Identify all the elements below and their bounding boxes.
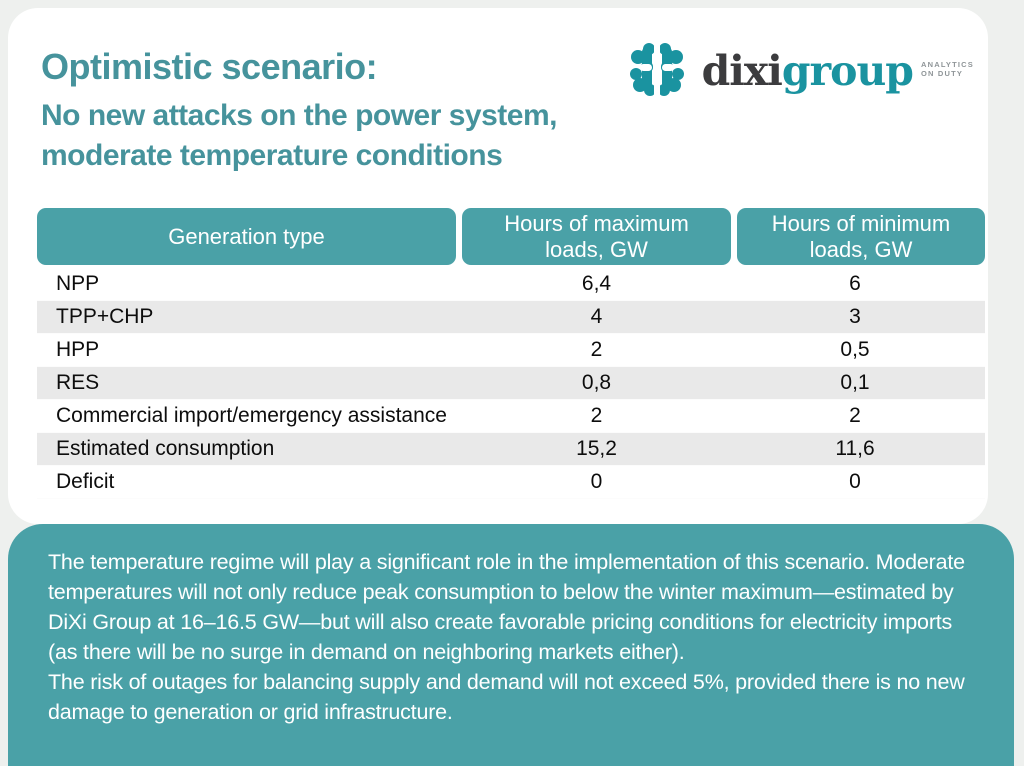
row-label: Commercial import/emergency assistance: [56, 404, 447, 427]
generation-table: Generation type Hours of maximum loads, …: [37, 208, 985, 499]
logo-tagline-line2: ON DUTY: [920, 68, 964, 78]
page-subtitle-line2: moderate temperature conditions: [41, 139, 503, 172]
column-header-min-loads: Hours of minimum loads, GW: [737, 208, 985, 265]
note-paragraph-2: The risk of outages for balancing supply…: [48, 670, 965, 724]
scenario-note-box: The temperature regime will play a signi…: [8, 524, 1014, 766]
row-label: NPP: [56, 272, 100, 295]
row-label: Deficit: [56, 470, 115, 493]
row-label: HPP: [56, 338, 100, 361]
row-min-value: 0,5: [840, 338, 870, 361]
row-max-value: 15,2: [576, 437, 617, 460]
row-max-value: 2: [590, 338, 603, 361]
row-label: Estimated consumption: [56, 437, 275, 460]
row-max-value: 2: [590, 404, 603, 427]
title-block: Optimistic scenario: No new attacks on t…: [41, 46, 557, 176]
table-row: RES 0,8 0,1: [37, 367, 985, 400]
column-header-max-loads: Hours of maximum loads, GW: [462, 208, 731, 265]
row-label: TPP+CHP: [56, 305, 154, 328]
page-subtitle-line1: No new attacks on the power system,: [41, 99, 557, 132]
page-title: Optimistic scenario:: [41, 46, 378, 87]
column-header-generation-type: Generation type: [37, 208, 456, 265]
table-row: Commercial import/emergency assistance 2 2: [37, 400, 985, 433]
table-row: TPP+CHP 4 3: [37, 301, 985, 334]
dixi-brain-icon: [626, 40, 688, 103]
row-min-value: 2: [849, 404, 861, 427]
row-min-value: 3: [849, 305, 861, 328]
table-header-row: Generation type Hours of maximum loads, …: [37, 208, 985, 265]
table-row: HPP 2 0,5: [37, 334, 985, 367]
dixi-group-logo: dixigroup ANALYTICS ON DUTY: [626, 40, 974, 103]
row-min-value: 6: [849, 272, 861, 295]
logo-tagline: ANALYTICS ON DUTY: [921, 60, 974, 78]
page-subtitle: No new attacks on the power system, mode…: [41, 96, 557, 176]
table-body: NPP 6,4 6 TPP+CHP 4 3 HPP 2 0,5 RES 0,8 0,1 Commerci…: [37, 268, 985, 499]
note-paragraph-1: The temperature regime will play a signi…: [48, 550, 965, 664]
logo-tagline-line1: ANALYTICS: [920, 59, 974, 69]
logo-word-dixi: dixi: [701, 47, 783, 95]
logo-wordmark: dixigroup: [702, 51, 914, 92]
row-min-value: 0: [849, 470, 861, 493]
row-max-value: 6,4: [581, 272, 612, 295]
table-row: Deficit 0 0: [37, 466, 985, 499]
table-row: Estimated consumption 15,2 11,6: [37, 433, 985, 466]
row-label: RES: [56, 371, 100, 394]
row-max-value: 0: [590, 470, 603, 493]
row-min-value: 0,1: [840, 371, 870, 394]
logo-word-group: group: [781, 47, 914, 95]
row-min-value: 11,6: [835, 437, 875, 460]
row-max-value: 0,8: [581, 371, 612, 394]
table-row: NPP 6,4 6: [37, 268, 985, 301]
row-max-value: 4: [590, 305, 603, 328]
